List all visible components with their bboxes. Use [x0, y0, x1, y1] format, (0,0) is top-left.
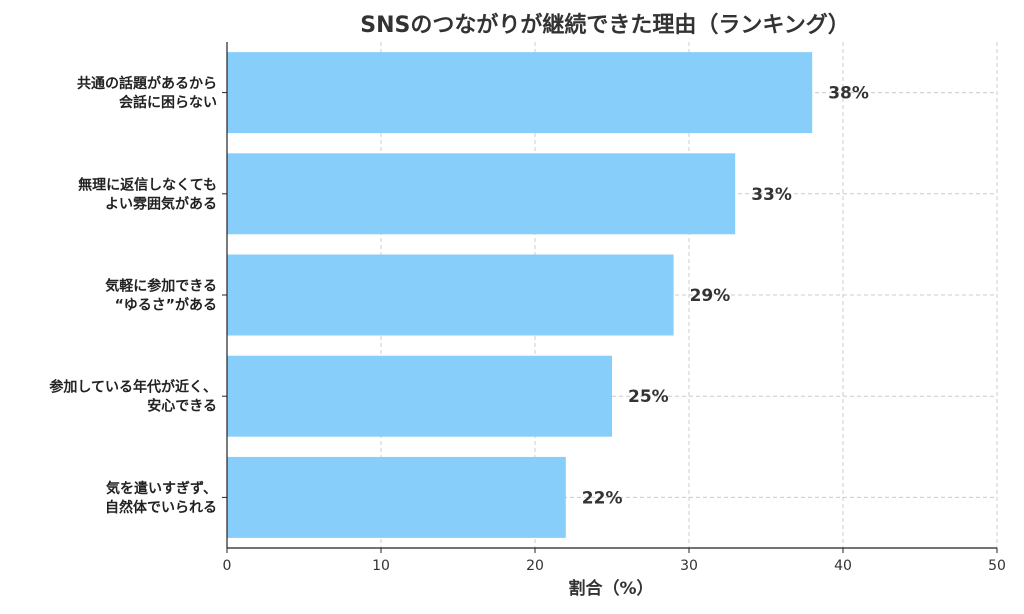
bar — [227, 355, 612, 437]
category-label: 無理に返信しなくてもよい雰囲気がある — [78, 176, 217, 212]
value-label: 25% — [628, 387, 669, 407]
x-tick-label: 50 — [988, 558, 1006, 574]
bar — [227, 254, 674, 336]
axes — [222, 42, 998, 553]
value-label: 29% — [690, 286, 731, 306]
category-label: 共通の話題があるから会話に困らない — [77, 75, 217, 111]
value-label: 33% — [751, 185, 792, 205]
category-label: 気軽に参加できる“ゆるさ”がある — [105, 278, 217, 314]
value-label: 38% — [828, 84, 869, 104]
value-labels: 38% 33% 29% 25% 22% — [582, 84, 869, 509]
x-tick-labels: 0 10 20 30 40 50 — [223, 558, 1006, 574]
x-tick-label: 10 — [372, 558, 390, 574]
x-tick-label: 30 — [680, 558, 698, 574]
bars — [227, 52, 813, 538]
x-tick-label: 40 — [834, 558, 852, 574]
x-axis-label: 割合（%） — [568, 578, 653, 599]
category-label: 気を遣いすぎず、自然体でいられる — [105, 480, 217, 516]
bar — [227, 456, 566, 538]
bar — [227, 52, 813, 134]
chart-title: SNSのつながりが継続できた理由（ランキング） — [360, 12, 849, 38]
category-labels: 共通の話題があるから会話に困らない無理に返信しなくてもよい雰囲気がある気軽に参加… — [49, 75, 217, 516]
bar — [227, 153, 736, 235]
value-label: 22% — [582, 488, 623, 508]
category-label: 参加している年代が近く、安心できる — [49, 379, 217, 415]
x-tick-label: 20 — [526, 558, 544, 574]
x-tick-label: 0 — [223, 558, 232, 574]
